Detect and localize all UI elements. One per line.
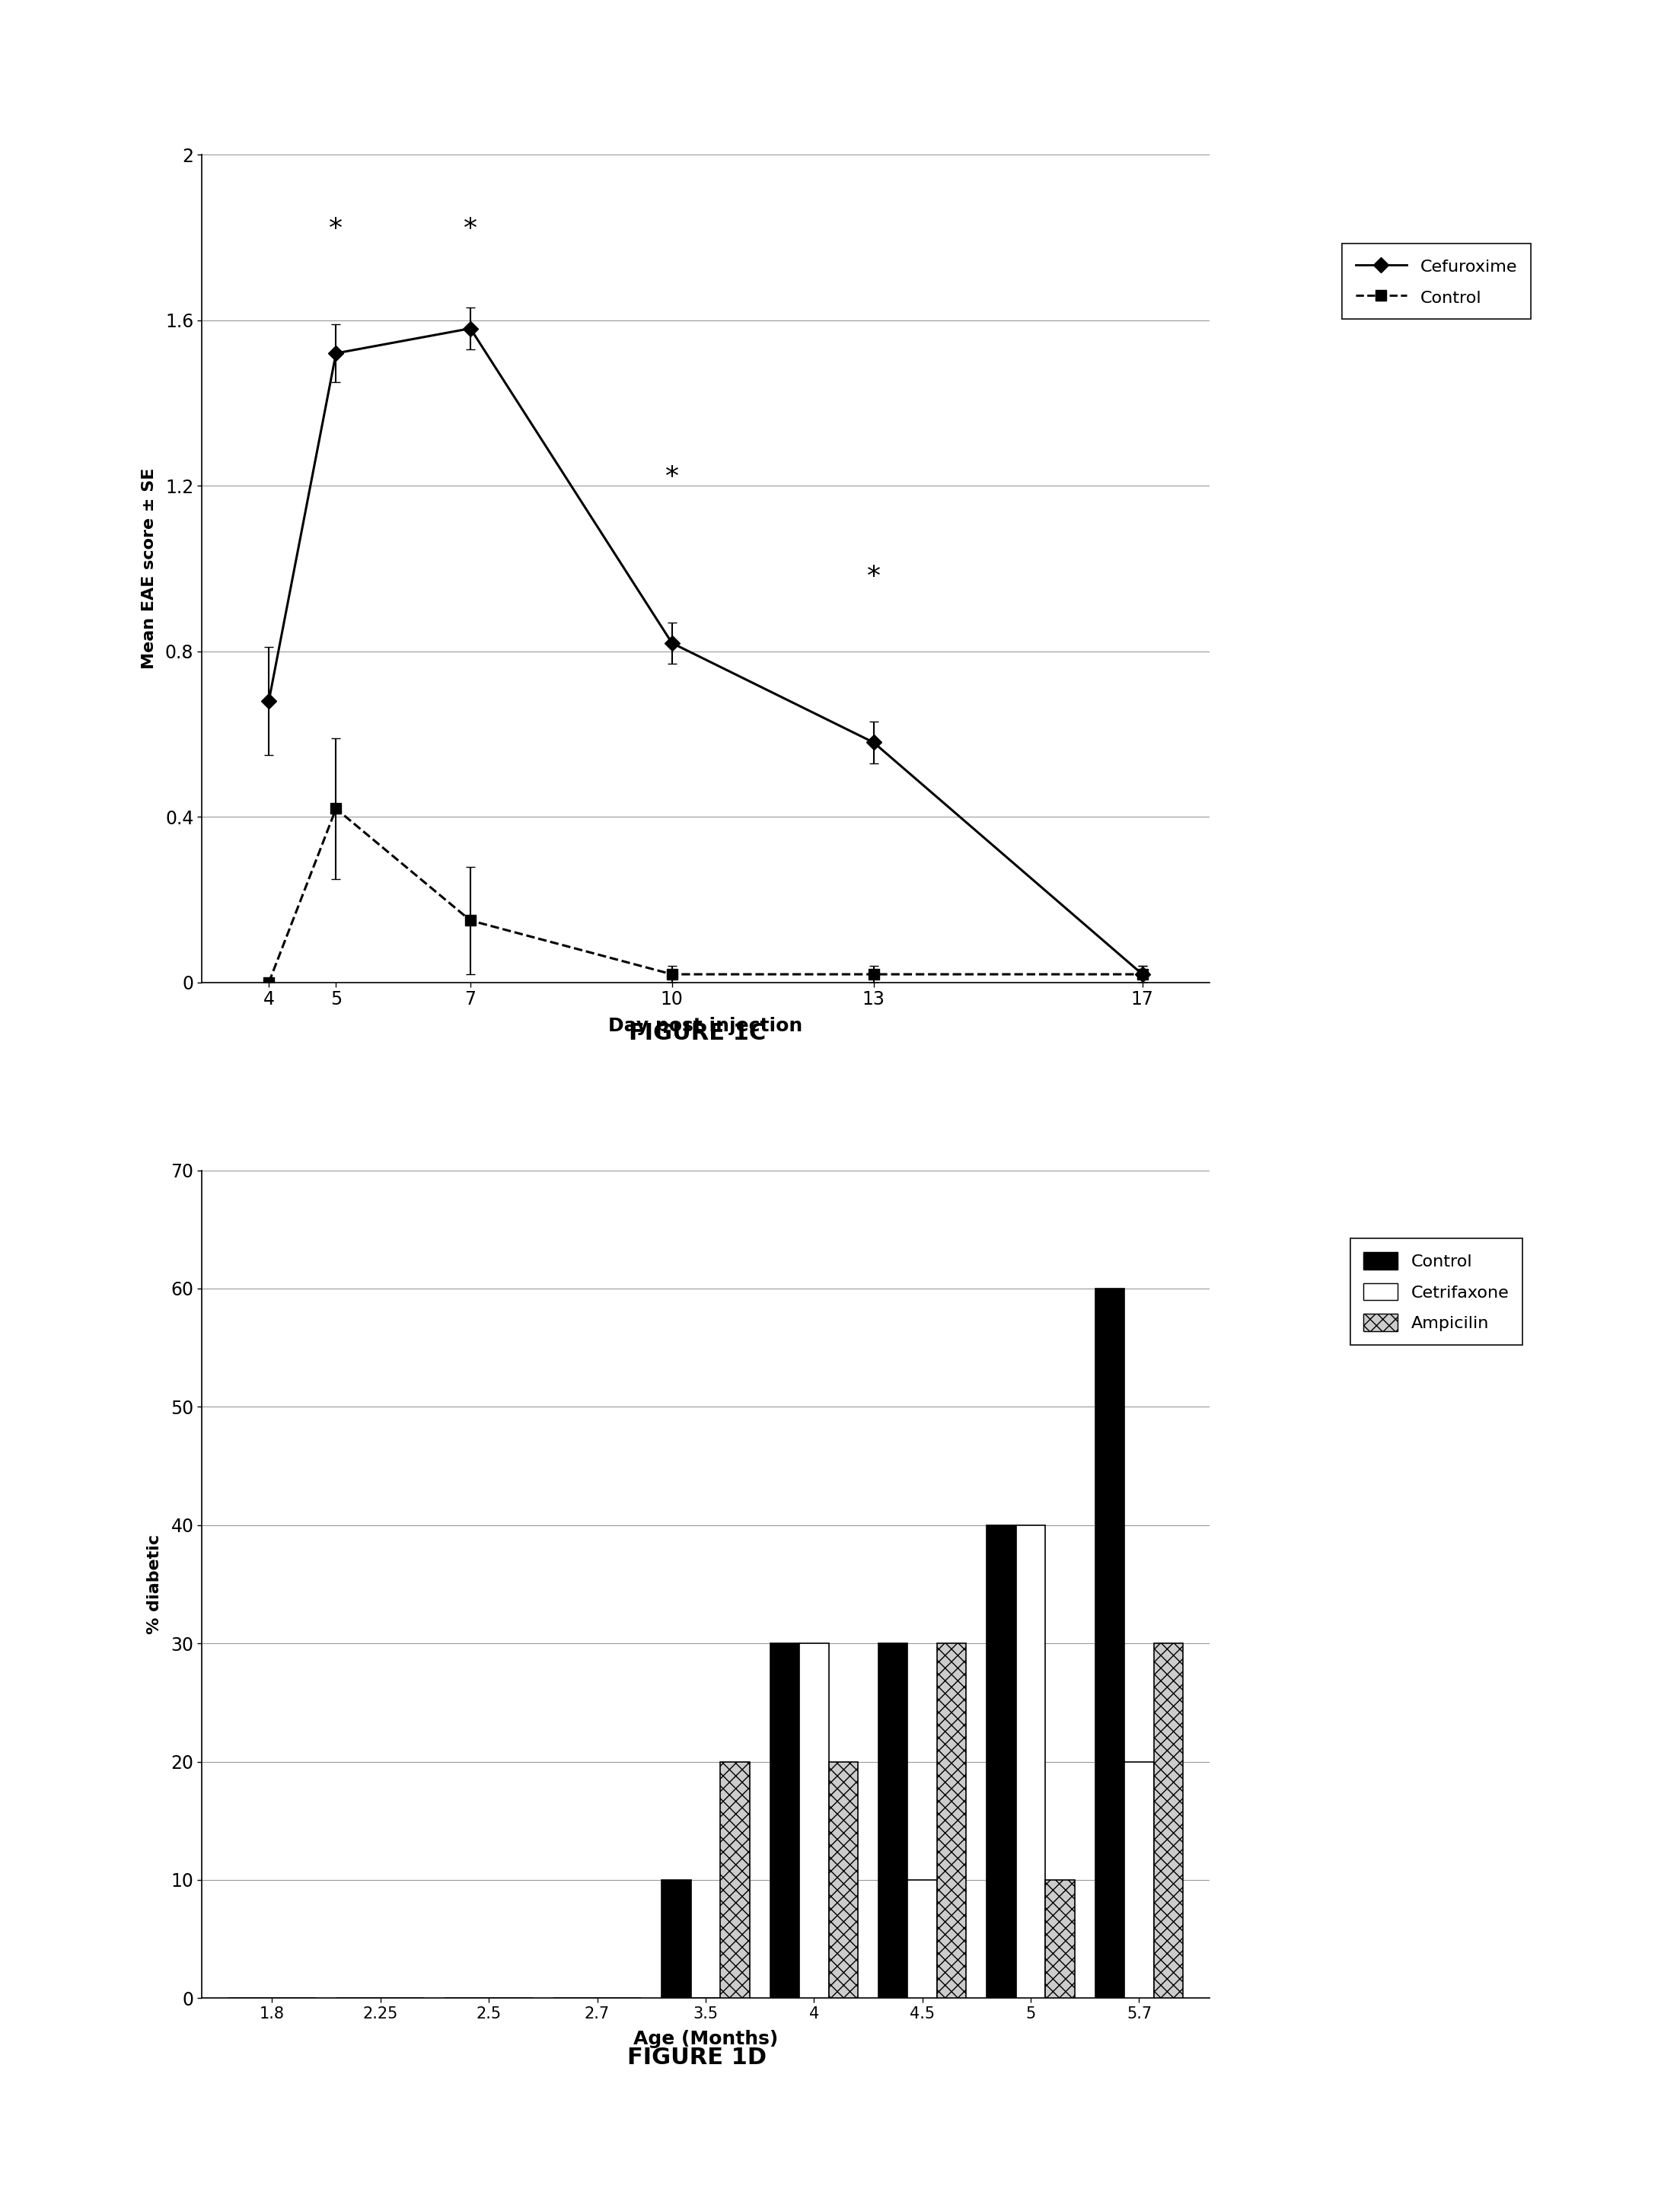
Bar bbox=[800, 1643, 828, 1998]
Bar bbox=[1124, 1762, 1154, 1998]
Bar bbox=[662, 1879, 690, 1998]
Text: *: * bbox=[665, 464, 679, 490]
Text: FIGURE 1C: FIGURE 1C bbox=[628, 1022, 766, 1044]
Y-axis label: % diabetic: % diabetic bbox=[146, 1535, 163, 1634]
X-axis label: Day post injection: Day post injection bbox=[608, 1018, 803, 1036]
Bar bbox=[1045, 1879, 1075, 1998]
Y-axis label: Mean EAE score ± SE: Mean EAE score ± SE bbox=[141, 468, 156, 669]
X-axis label: Age (Months): Age (Months) bbox=[633, 2029, 778, 2049]
Bar bbox=[828, 1762, 858, 1998]
Bar bbox=[1154, 1643, 1183, 1998]
Bar bbox=[937, 1643, 966, 1998]
Text: *: * bbox=[867, 563, 880, 590]
Bar bbox=[879, 1643, 907, 1998]
Bar bbox=[769, 1643, 800, 1998]
Legend: Cefuroxime, Control: Cefuroxime, Control bbox=[1342, 243, 1530, 320]
Text: FIGURE 1D: FIGURE 1D bbox=[628, 2047, 766, 2069]
Legend: Control, Cetrifaxone, Ampicilin: Control, Cetrifaxone, Ampicilin bbox=[1351, 1239, 1522, 1345]
Bar bbox=[907, 1879, 937, 1998]
Bar bbox=[986, 1526, 1016, 1998]
Text: *: * bbox=[329, 216, 343, 243]
Bar bbox=[1095, 1289, 1124, 1998]
Bar bbox=[721, 1762, 749, 1998]
Bar bbox=[1016, 1526, 1045, 1998]
Text: *: * bbox=[464, 216, 477, 243]
